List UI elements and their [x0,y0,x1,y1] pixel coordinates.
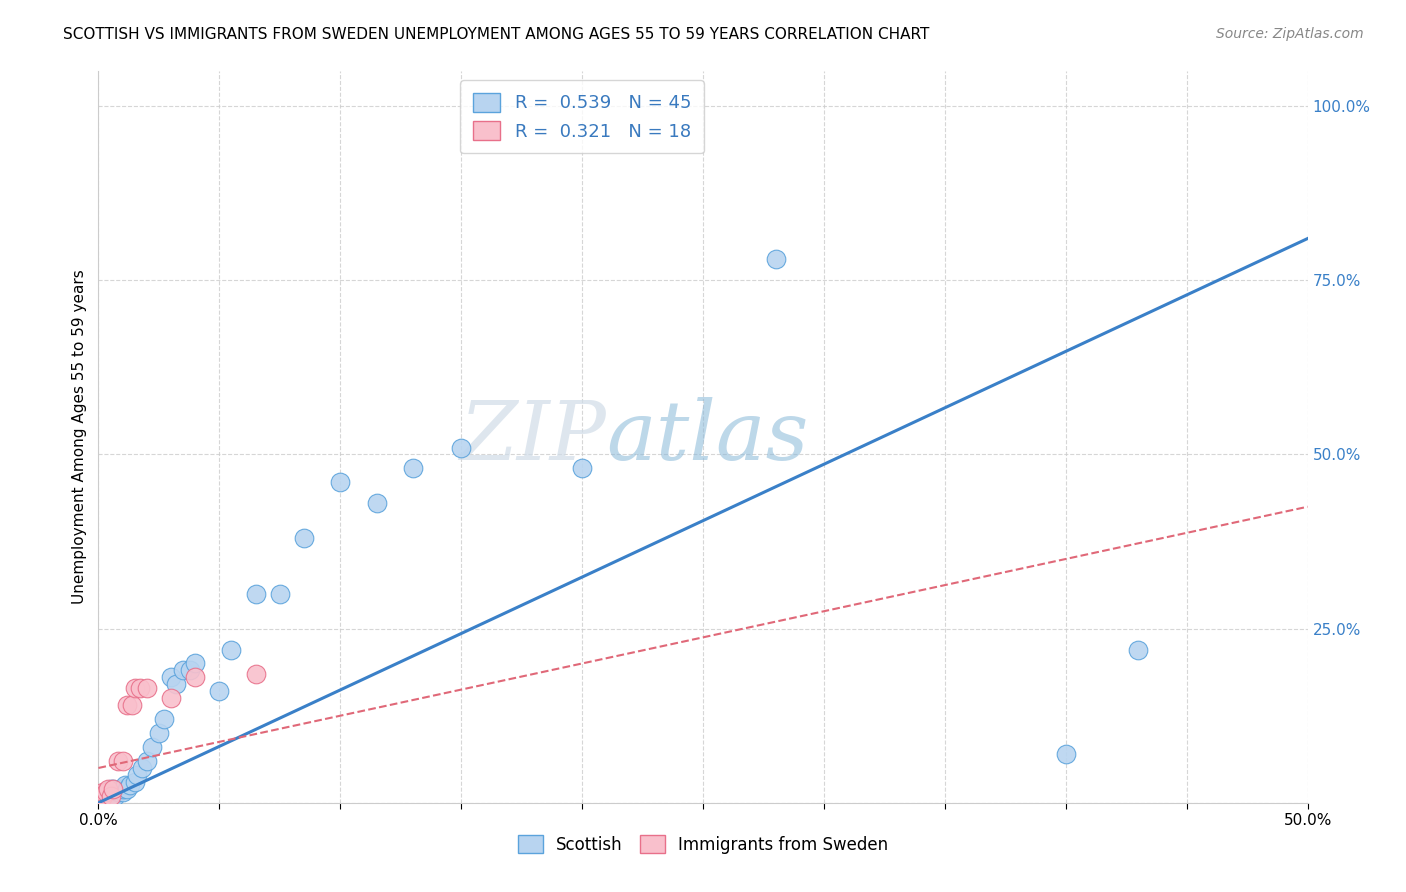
Point [111,754,134,768]
Point [172,664,194,678]
Point [100,792,122,806]
Point [104,789,127,803]
Point [165,677,187,691]
Point [135,681,157,695]
Point [100,789,122,803]
Point [94,785,117,799]
Point [100,781,122,796]
Point [1128,642,1150,657]
Point [114,778,136,792]
Point [107,785,129,799]
Point [329,475,352,490]
Point [131,761,153,775]
Text: SCOTTISH VS IMMIGRANTS FROM SWEDEN UNEMPLOYMENT AMONG AGES 55 TO 59 YEARS CORREL: SCOTTISH VS IMMIGRANTS FROM SWEDEN UNEMP… [63,27,929,42]
Point [94,792,117,806]
Point [101,781,124,796]
Point [101,781,124,796]
Point [148,726,170,740]
Point [141,740,163,755]
Point [97,789,120,803]
Point [245,587,267,601]
Point [128,681,150,695]
Point [402,461,425,475]
Point [111,781,134,796]
Point [127,768,149,782]
Point [292,531,315,545]
Point [90,792,112,806]
Point [269,587,291,601]
Point [91,789,114,803]
Y-axis label: Unemployment Among Ages 55 to 59 years: Unemployment Among Ages 55 to 59 years [72,269,87,605]
Point [91,792,114,806]
Point [117,781,139,796]
Point [121,698,143,713]
Point [179,664,201,678]
Point [101,789,124,803]
Point [124,775,146,789]
Point [160,670,183,684]
Point [91,785,114,799]
Point [97,781,120,796]
Point [111,785,134,799]
Point [366,496,388,510]
Point [152,712,174,726]
Point [94,785,117,799]
Point [90,789,112,803]
Text: ZIP: ZIP [460,397,606,477]
Text: Source: ZipAtlas.com: Source: ZipAtlas.com [1216,27,1364,41]
Legend: Scottish, Immigrants from Sweden: Scottish, Immigrants from Sweden [512,829,894,860]
Point [1054,747,1077,761]
Point [221,642,243,657]
Point [184,670,207,684]
Point [765,252,787,267]
Point [184,657,207,671]
Point [117,698,139,713]
Point [91,789,114,803]
Point [107,754,129,768]
Point [90,789,112,803]
Point [97,785,120,799]
Point [450,441,472,455]
Point [124,681,146,695]
Point [208,684,231,698]
Point [160,691,183,706]
Point [108,781,131,796]
Point [135,754,157,768]
Point [90,792,112,806]
Point [245,667,267,681]
Point [118,778,141,792]
Point [571,461,593,475]
Text: atlas: atlas [606,397,808,477]
